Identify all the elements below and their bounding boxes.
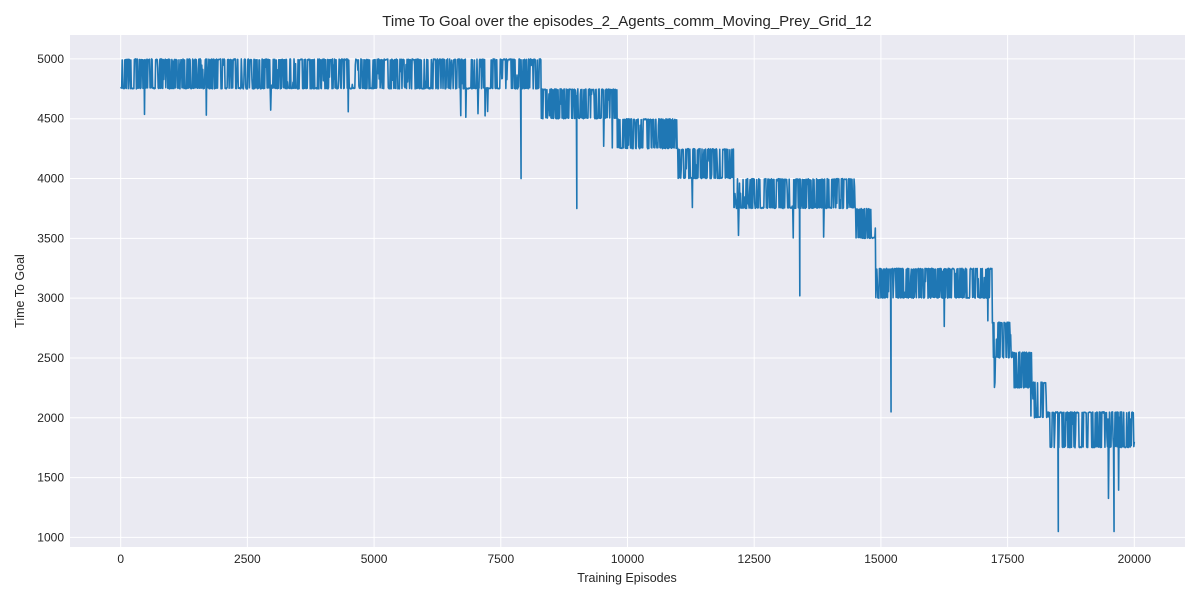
y-tick-label: 2500 [37, 351, 64, 365]
y-tick-label: 1000 [37, 530, 64, 544]
y-tick-label: 2000 [37, 411, 64, 425]
y-tick-label: 3000 [37, 291, 64, 305]
x-tick-label: 0 [117, 552, 124, 566]
y-axis-label: Time To Goal [13, 254, 27, 328]
series-line [119, 58, 1136, 533]
x-tick-label: 20000 [1118, 552, 1152, 566]
y-gridlines [70, 58, 1185, 538]
x-tick-label: 15000 [864, 552, 898, 566]
x-tick-label: 12500 [738, 552, 772, 566]
chart-title: Time To Goal over the episodes_2_Agents_… [382, 13, 871, 30]
x-tick-label: 7500 [487, 552, 514, 566]
x-tick-label: 10000 [611, 552, 645, 566]
x-tick-label: 5000 [361, 552, 388, 566]
x-axis-label: Training Episodes [577, 571, 677, 585]
y-tick-label: 1500 [37, 471, 64, 485]
y-tick-label: 4500 [37, 112, 64, 126]
y-tick-label: 3500 [37, 231, 64, 245]
x-tick-label: 17500 [991, 552, 1025, 566]
x-tick-labels: 0 2500 5000 7500 10000 12500 15000 17500 20000 [117, 552, 1151, 566]
series-time-to-goal [119, 58, 1136, 533]
y-tick-label: 4000 [37, 172, 64, 186]
y-tick-labels: 1000 1500 2000 2500 3000 3500 4000 4500 5000 [37, 52, 64, 545]
x-tick-label: 2500 [234, 552, 261, 566]
y-tick-label: 5000 [37, 52, 64, 66]
